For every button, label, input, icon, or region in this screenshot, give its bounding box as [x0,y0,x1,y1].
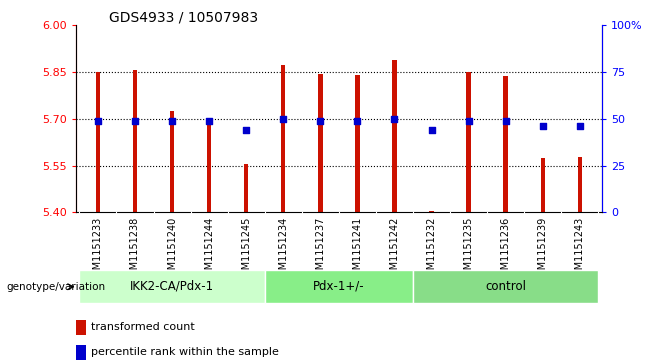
Bar [503,76,508,212]
Bar [540,158,545,212]
Bar [76,345,86,360]
Bar [467,72,471,212]
Bar [355,75,360,212]
Text: IKK2-CA/Pdx-1: IKK2-CA/Pdx-1 [130,280,214,293]
Point [538,123,548,129]
Text: GDS4933 / 10507983: GDS4933 / 10507983 [109,11,258,25]
Text: GSM1151240: GSM1151240 [167,217,177,282]
Point [426,127,437,133]
Text: GSM1151243: GSM1151243 [575,217,585,282]
Bar [265,270,413,303]
Text: GSM1151239: GSM1151239 [538,217,547,282]
Point [352,118,363,124]
Text: GSM1151238: GSM1151238 [130,217,140,282]
Point [278,116,288,122]
Bar [318,74,322,212]
Text: GSM1151235: GSM1151235 [464,217,474,282]
Bar [133,70,138,212]
Point [390,116,400,122]
Text: Pdx-1+/-: Pdx-1+/- [313,280,365,293]
Bar [80,270,265,303]
Bar [170,111,174,212]
Text: percentile rank within the sample: percentile rank within the sample [91,347,280,358]
Point [574,123,585,129]
Bar [429,211,434,212]
Bar [95,72,100,212]
Bar [413,270,598,303]
Point [166,118,177,124]
Text: GSM1151233: GSM1151233 [93,217,103,282]
Bar [244,164,249,212]
Bar [207,118,211,212]
Text: GSM1151242: GSM1151242 [390,217,399,282]
Bar [578,157,582,212]
Text: GSM1151241: GSM1151241 [353,217,363,282]
Point [241,127,251,133]
Point [315,118,326,124]
Point [501,118,511,124]
Text: GSM1151237: GSM1151237 [315,217,325,282]
Text: control: control [485,280,526,293]
Point [463,118,474,124]
Text: GSM1151236: GSM1151236 [501,217,511,282]
Text: genotype/variation: genotype/variation [7,282,106,292]
Text: GSM1151234: GSM1151234 [278,217,288,282]
Bar [76,320,86,335]
Point [130,118,140,124]
Point [204,118,215,124]
Text: GSM1151244: GSM1151244 [204,217,214,282]
Text: transformed count: transformed count [91,322,195,333]
Bar [281,65,286,212]
Bar [392,60,397,212]
Point [93,118,103,124]
Text: GSM1151232: GSM1151232 [426,217,436,282]
Text: GSM1151245: GSM1151245 [241,217,251,282]
